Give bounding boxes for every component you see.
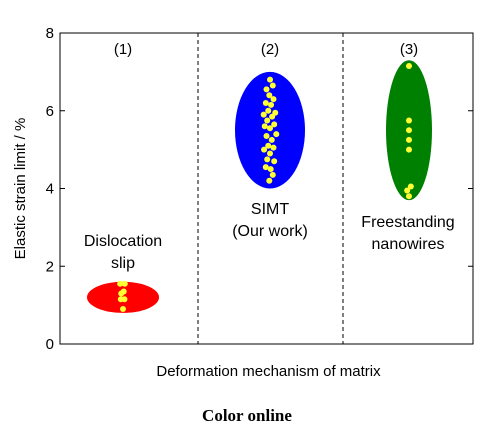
data-point: [263, 86, 270, 93]
data-point: [268, 101, 275, 108]
y-axis-label: Elastic strain limit / %: [12, 118, 29, 260]
group-label-line: nanowires: [372, 236, 445, 253]
data-point: [406, 63, 412, 70]
data-point: [261, 123, 268, 130]
data-point: [262, 164, 269, 171]
group-label-line: (Our work): [232, 223, 308, 240]
data-point: [271, 121, 278, 128]
y-tick-label: 2: [46, 258, 54, 275]
data-point: [263, 133, 270, 140]
group-index-label: (3): [400, 41, 418, 58]
data-point: [262, 99, 269, 106]
data-point: [265, 107, 272, 114]
group-label-line: Dislocation: [84, 233, 162, 250]
x-axis-label: Deformation mechanism of matrix: [156, 363, 381, 380]
data-point: [268, 136, 275, 143]
data-point: [261, 146, 268, 153]
data-point: [260, 111, 267, 118]
data-point: [406, 193, 412, 200]
group-label-line: Freestanding: [361, 214, 454, 231]
group-label-line: slip: [111, 255, 135, 272]
data-point: [267, 125, 273, 132]
data-point: [266, 177, 273, 184]
data-point: [264, 117, 271, 124]
data-point: [270, 144, 277, 151]
data-point: [406, 146, 412, 153]
data-point: [269, 82, 276, 89]
data-point: [269, 113, 276, 120]
group-label-line: SIMT: [251, 201, 289, 218]
figure-caption: Color online: [202, 406, 292, 425]
data-point: [406, 117, 412, 124]
data-point: [120, 288, 127, 295]
data-point: [117, 280, 124, 287]
data-point: [273, 131, 280, 138]
data-point: [121, 280, 128, 287]
data-point: [266, 92, 273, 99]
data-point: [264, 156, 271, 163]
data-point: [269, 171, 276, 178]
data-point: [267, 166, 274, 173]
data-point: [120, 306, 126, 313]
y-tick-label: 4: [46, 181, 54, 198]
data-point: [406, 136, 412, 143]
group-index-label: (2): [261, 41, 279, 58]
group-index-label: (1): [114, 41, 132, 58]
data-point: [407, 183, 414, 190]
data-point: [404, 187, 411, 194]
data-point: [270, 96, 277, 103]
data-point: [121, 296, 128, 303]
y-tick-label: 0: [46, 336, 54, 353]
data-point: [406, 127, 412, 134]
y-tick-label: 6: [46, 103, 54, 120]
data-point: [271, 158, 278, 165]
data-point: [267, 76, 273, 83]
data-point: [267, 150, 273, 157]
data-point: [265, 142, 272, 149]
y-tick-label: 8: [46, 25, 54, 42]
